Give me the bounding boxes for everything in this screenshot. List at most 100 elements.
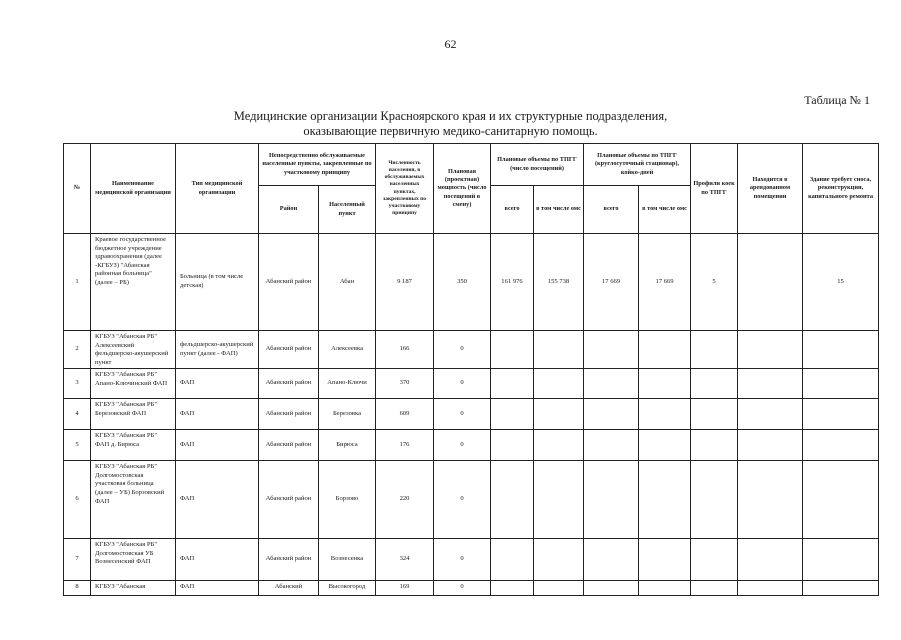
cell-beddays-oms bbox=[638, 580, 692, 597]
cell-population: 609 bbox=[375, 398, 435, 431]
cell-org-type: ФАП bbox=[175, 580, 259, 597]
cell-org-name: КГБУЗ "Абанская РБ" Апано-Ключинский ФАП bbox=[90, 368, 176, 400]
cell-beddays-oms: 17 669 bbox=[638, 233, 692, 331]
document-title: Медицинские организации Красноярского кр… bbox=[0, 109, 901, 139]
cell-num: 1 bbox=[63, 233, 91, 331]
cell-bed-profiles bbox=[690, 580, 739, 597]
medical-organizations-table: № Наименование медицинской организации Т… bbox=[63, 143, 880, 597]
header-org-name: Наименование медицинской организации bbox=[90, 143, 176, 234]
cell-beddays-total bbox=[583, 580, 640, 597]
cell-district: Абанский bbox=[258, 580, 319, 597]
header-population: Численность населения, в обслуживаемых н… bbox=[375, 143, 435, 234]
cell-capacity: 0 bbox=[433, 429, 492, 462]
cell-settlement: Вознесенка bbox=[317, 538, 377, 582]
cell-population: 370 bbox=[375, 368, 435, 400]
table-row: 5 КГБУЗ "Абанская РБ" ФАП д. Бирюса ФАП … bbox=[63, 429, 880, 462]
cell-bed-profiles bbox=[690, 398, 739, 431]
cell-rented bbox=[737, 460, 804, 540]
cell-beddays-oms bbox=[638, 329, 692, 370]
cell-bed-profiles bbox=[690, 460, 739, 540]
header-settlement: Населенный пункт bbox=[317, 185, 377, 234]
cell-capacity: 350 bbox=[433, 233, 492, 331]
cell-visits-total bbox=[490, 429, 535, 462]
cell-rented bbox=[737, 538, 804, 582]
page-number: 62 bbox=[444, 37, 457, 51]
header-org-type: Тип медицинской организации bbox=[175, 143, 259, 234]
cell-org-type: ФАП bbox=[175, 398, 259, 431]
cell-visits-oms bbox=[533, 329, 585, 370]
cell-bed-profiles bbox=[690, 329, 739, 370]
cell-settlement: Апано-Ключи bbox=[317, 368, 377, 400]
cell-capacity: 0 bbox=[433, 329, 492, 370]
cell-visits-total bbox=[490, 580, 535, 597]
header-district: Район bbox=[258, 185, 319, 234]
cell-org-type: ФАП bbox=[175, 368, 259, 400]
cell-capacity: 0 bbox=[433, 368, 492, 400]
header-bed-profiles: Профили коек по ТПГГ bbox=[690, 143, 739, 234]
cell-population: 9 187 bbox=[375, 233, 435, 331]
table-row: 2 КГБУЗ "Абанская РБ" Алексеевский фельд… bbox=[63, 329, 880, 370]
cell-beddays-total bbox=[583, 538, 640, 582]
cell-org-name: КГБУЗ "Абанская РБ" Долгомостовская учас… bbox=[90, 460, 176, 540]
cell-visits-total bbox=[490, 538, 535, 582]
cell-beddays-total bbox=[583, 368, 640, 400]
cell-capacity: 0 bbox=[433, 580, 492, 597]
cell-rented bbox=[737, 233, 804, 331]
cell-org-type: фельдшерско-акушерский пункт (далее - ФА… bbox=[175, 329, 259, 370]
cell-settlement: Высокогород bbox=[317, 580, 377, 597]
cell-beddays-oms bbox=[638, 429, 692, 462]
header-rented-premises: Находится в арендованном помещении bbox=[737, 143, 804, 234]
cell-building: 15 bbox=[802, 233, 880, 331]
cell-population: 324 bbox=[375, 538, 435, 582]
cell-capacity: 0 bbox=[433, 538, 492, 582]
cell-num: 3 bbox=[63, 368, 91, 400]
cell-capacity: 0 bbox=[433, 460, 492, 540]
header-beddays-oms: в том числе омс bbox=[638, 185, 692, 234]
cell-org-name: КГБУЗ "Абанская РБ" Березовский ФАП bbox=[90, 398, 176, 431]
cell-rented bbox=[737, 398, 804, 431]
cell-district: Абанский район bbox=[258, 233, 319, 331]
cell-population: 176 bbox=[375, 429, 435, 462]
header-visits-oms: в том числе омс bbox=[533, 185, 585, 234]
table-row: 1 Краевое государственное бюджетное учре… bbox=[63, 233, 880, 331]
cell-visits-oms bbox=[533, 580, 585, 597]
cell-bed-profiles bbox=[690, 429, 739, 462]
cell-population: 169 bbox=[375, 580, 435, 597]
table-row: 6 КГБУЗ "Абанская РБ" Долгомостовская уч… bbox=[63, 460, 880, 540]
cell-org-name: КГБУЗ "Абанская РБ" ФАП д. Бирюса bbox=[90, 429, 176, 462]
cell-beddays-oms bbox=[638, 368, 692, 400]
cell-org-name: КГБУЗ "Абанская РБ" Алексеевский фельдше… bbox=[90, 329, 176, 370]
cell-org-type: ФАП bbox=[175, 538, 259, 582]
table-row: 7 КГБУЗ "Абанская РБ" Долгомостовская УБ… bbox=[63, 538, 880, 582]
cell-org-type: ФАП bbox=[175, 429, 259, 462]
cell-building bbox=[802, 580, 880, 597]
cell-capacity: 0 bbox=[433, 398, 492, 431]
cell-org-name: КГБУЗ "Абанская РБ" Долгомостовская УБ В… bbox=[90, 538, 176, 582]
cell-num: 7 bbox=[63, 538, 91, 582]
cell-rented bbox=[737, 329, 804, 370]
cell-bed-profiles bbox=[690, 538, 739, 582]
cell-district: Абанский район bbox=[258, 368, 319, 400]
cell-beddays-total bbox=[583, 398, 640, 431]
header-planned-capacity: Плановая (проектная) мощность (число пос… bbox=[433, 143, 492, 234]
header-building-condition: Здание требует сноса, реконструкции, кап… bbox=[802, 143, 880, 234]
cell-num: 5 bbox=[63, 429, 91, 462]
cell-visits-oms bbox=[533, 398, 585, 431]
header-visits-total: всего bbox=[490, 185, 535, 234]
cell-num: 4 bbox=[63, 398, 91, 431]
cell-settlement: Березовка bbox=[317, 398, 377, 431]
table-row: 8 КГБУЗ "Абанская ФАП Абанский Высокогор… bbox=[63, 580, 880, 597]
cell-settlement: Борзово bbox=[317, 460, 377, 540]
table-caption-label: Таблица № 1 bbox=[804, 93, 870, 107]
cell-settlement: Абан bbox=[317, 233, 377, 331]
header-tpgg-visits-group: Плановые объемы по ТПГГ (число посещений… bbox=[490, 143, 585, 186]
cell-district: Абанский район bbox=[258, 460, 319, 540]
cell-num: 6 bbox=[63, 460, 91, 540]
cell-org-name: Краевое государственное бюджетное учрежд… bbox=[90, 233, 176, 331]
header-direct-served-group: Непосредственно обслуживаемые населенные… bbox=[257, 143, 377, 186]
cell-population: 220 bbox=[375, 460, 435, 540]
cell-building bbox=[802, 460, 880, 540]
cell-visits-oms bbox=[533, 429, 585, 462]
cell-beddays-total bbox=[583, 329, 640, 370]
cell-beddays-total bbox=[583, 460, 640, 540]
